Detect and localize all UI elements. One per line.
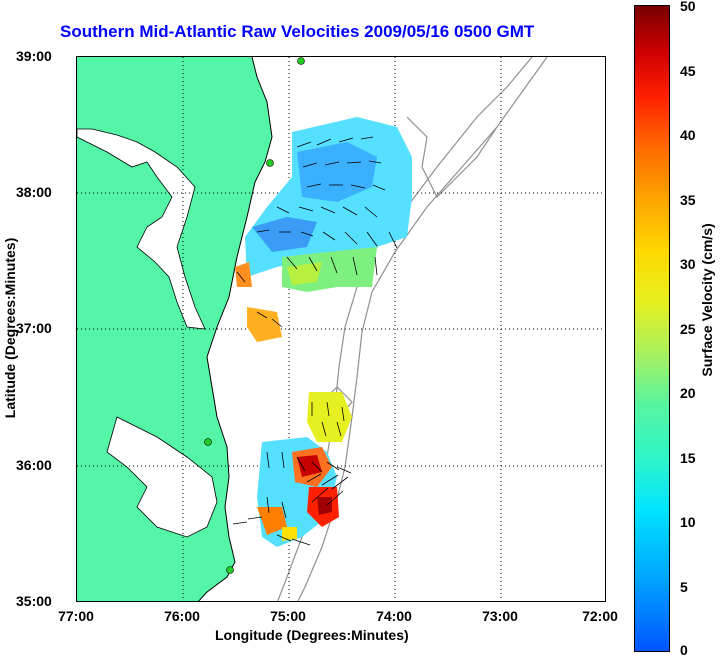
colorbar-tick-label: 25	[680, 321, 696, 337]
x-tick-label: 74:00	[376, 608, 412, 624]
colorbar	[634, 5, 670, 652]
chesapeake-bay	[77, 128, 206, 330]
colorbar-tick-label: 20	[680, 385, 696, 401]
colorbar-tick-label: 45	[680, 63, 696, 79]
x-tick-label: 75:00	[270, 608, 306, 624]
x-tick-label: 76:00	[164, 608, 200, 624]
station-marker	[266, 159, 274, 167]
velocity-vectors	[232, 136, 398, 546]
station-marker	[297, 57, 305, 65]
station-marker	[204, 438, 212, 446]
colorbar-tick-label: 30	[680, 256, 696, 272]
coastline	[198, 57, 273, 601]
x-axis-label: Longitude (Degrees:Minutes)	[215, 627, 409, 643]
x-tick-label: 77:00	[58, 608, 94, 624]
chart-title: Southern Mid-Atlantic Raw Velocities 200…	[60, 22, 535, 41]
colorbar-label: Surface Velocity (cm/s)	[699, 223, 715, 377]
colorbar-tick-label: 15	[680, 450, 696, 466]
pamlico-sound	[106, 416, 218, 538]
y-axis-label: Latitude (Degrees:Minutes)	[2, 237, 19, 419]
y-tick-label: 38:00	[16, 184, 52, 200]
velocity-field-south	[257, 392, 352, 547]
colorbar-tick-label: 5	[680, 579, 688, 595]
x-tick-label: 73:00	[482, 608, 518, 624]
colorbar-tick-label: 0	[680, 642, 688, 658]
y-tick-label: 37:00	[16, 320, 52, 336]
x-tick-label: 72:00	[582, 608, 618, 624]
colorbar-tick-label: 35	[680, 192, 696, 208]
y-tick-label: 36:00	[16, 457, 52, 473]
map-plot-area	[76, 56, 606, 602]
station-markers	[204, 57, 305, 574]
y-tick-label: 35:00	[16, 593, 52, 609]
station-marker	[226, 566, 234, 574]
colorbar-tick-label: 50	[680, 0, 696, 14]
y-tick-label: 39:00	[16, 48, 52, 64]
colorbar-tick-label: 10	[680, 514, 696, 530]
map-svg	[77, 57, 605, 601]
colorbar-tick-label: 40	[680, 127, 696, 143]
